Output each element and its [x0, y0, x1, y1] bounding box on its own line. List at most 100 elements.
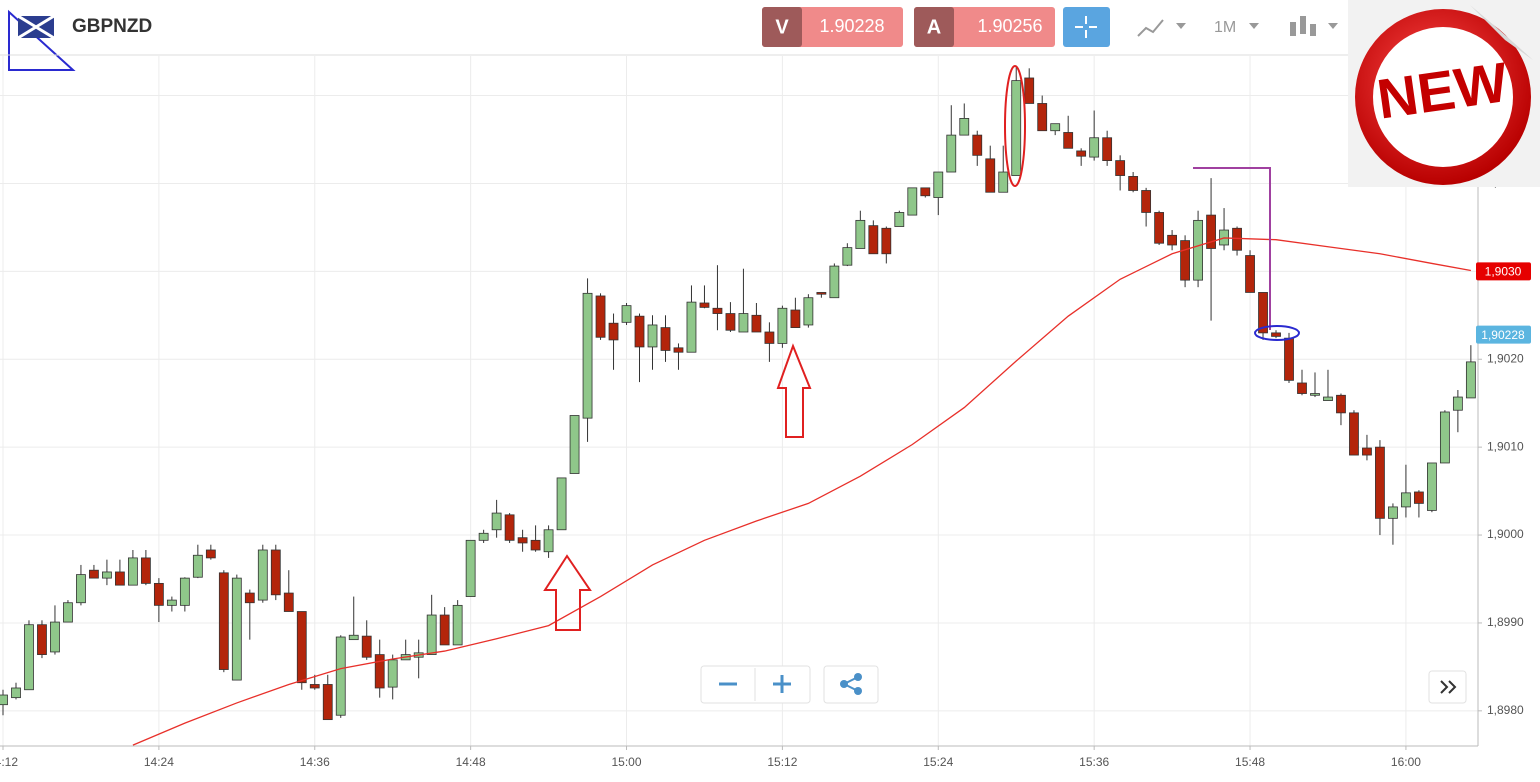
candle-body [1011, 80, 1022, 176]
candle-body [803, 297, 814, 326]
candle-body [1232, 227, 1242, 251]
candle-body [1388, 506, 1398, 519]
price-tag-label: 1,9030 [1485, 265, 1522, 279]
candle-body [1050, 123, 1061, 132]
candle-body [985, 158, 996, 193]
x-tick-label: 14:48 [456, 755, 486, 769]
candle-body [374, 654, 385, 689]
scroll-icon [1440, 680, 1457, 694]
candle-body [881, 227, 892, 255]
plot-area [0, 65, 1476, 746]
candle-body [855, 219, 866, 249]
candle-body [946, 134, 957, 173]
candle-body [530, 539, 541, 551]
bid-tag [762, 7, 802, 47]
price-tag-label: 1,90228 [1481, 328, 1525, 342]
caret [1176, 23, 1186, 29]
candle-body [894, 212, 905, 227]
candle-body [452, 604, 463, 646]
candle-body [998, 171, 1009, 193]
candle-body [595, 295, 606, 338]
candle-body [1310, 393, 1320, 396]
candle-body [24, 624, 34, 691]
candle-body [1076, 150, 1087, 157]
x-tick-label: 14:24 [144, 755, 174, 769]
candle-body [634, 315, 645, 348]
y-tick-label: 1,8980 [1487, 703, 1524, 717]
candle-body [257, 549, 268, 601]
caret [1249, 23, 1259, 29]
candle-body [192, 554, 203, 578]
candle-body [1258, 292, 1268, 334]
candle-type-button[interactable] [1290, 16, 1316, 36]
timeframe-button[interactable]: 1M [1214, 19, 1236, 36]
candle-body [517, 537, 528, 544]
ask-label: A [927, 16, 941, 38]
candle-body [1245, 255, 1255, 293]
x-tick-label: 14:12 [0, 755, 18, 769]
candle-body [348, 634, 359, 641]
candle-body [50, 621, 60, 653]
arrow [543, 554, 592, 631]
share-button[interactable] [823, 665, 879, 704]
candle-body [673, 347, 684, 353]
annotations [8, 9, 1300, 631]
candle-body [1115, 160, 1126, 176]
zoom-in-button[interactable] [773, 675, 791, 693]
candle-body [1037, 103, 1048, 132]
candle-body [582, 292, 593, 419]
candle-body [712, 307, 723, 314]
caret [1328, 23, 1338, 29]
candle-body [426, 614, 437, 655]
candle-body [1427, 462, 1437, 511]
candle-body [1465, 361, 1476, 399]
candle-body [166, 599, 177, 606]
candle-body [686, 301, 697, 353]
candle-body [1154, 212, 1165, 244]
x-tick-label: 15:36 [1079, 755, 1109, 769]
candle-body [270, 549, 281, 596]
candle-body [37, 624, 47, 655]
candle-body [959, 118, 970, 136]
candle-body [1401, 492, 1411, 508]
candle-body [335, 636, 346, 716]
candle-body [491, 512, 502, 531]
flag-cross [17, 14, 55, 40]
bid-label: V [775, 16, 789, 38]
chart-type-button[interactable] [1137, 19, 1164, 37]
price-tag [1476, 262, 1531, 281]
y-tick-label: 1,9000 [1487, 527, 1524, 541]
candle-body [361, 635, 372, 658]
candle-body [751, 314, 762, 333]
ask-tag [914, 7, 954, 47]
x-tick-label: 15:48 [1235, 755, 1265, 769]
badge-curl [1470, 5, 1533, 60]
candle-body [1439, 411, 1450, 464]
candle-body [972, 134, 983, 156]
candle-body [1284, 337, 1294, 381]
candle-body [218, 572, 229, 670]
candle-body [725, 313, 736, 331]
candle-body [1452, 396, 1463, 411]
badge-inner [1373, 27, 1513, 167]
candle-body [11, 687, 21, 699]
candle-body [322, 684, 333, 721]
candle-body [543, 529, 554, 553]
candle-body [309, 684, 320, 689]
candle-body [1414, 491, 1424, 504]
candle-body [179, 577, 190, 606]
candle-body [647, 324, 658, 348]
candle-body [102, 571, 112, 579]
x-tick-label: 15:00 [612, 755, 642, 769]
candle-body [89, 569, 99, 579]
crosshair-button[interactable] [1063, 7, 1110, 47]
y-tick-label: 1,9010 [1487, 439, 1524, 453]
candle-body [1180, 240, 1190, 281]
candle-body [63, 602, 73, 623]
candle-body [1271, 332, 1281, 337]
x-tick-label: 15:24 [923, 755, 953, 769]
candle-body [764, 331, 775, 344]
y-tick-label: 1,8990 [1487, 615, 1524, 629]
candle-body [1128, 176, 1139, 191]
